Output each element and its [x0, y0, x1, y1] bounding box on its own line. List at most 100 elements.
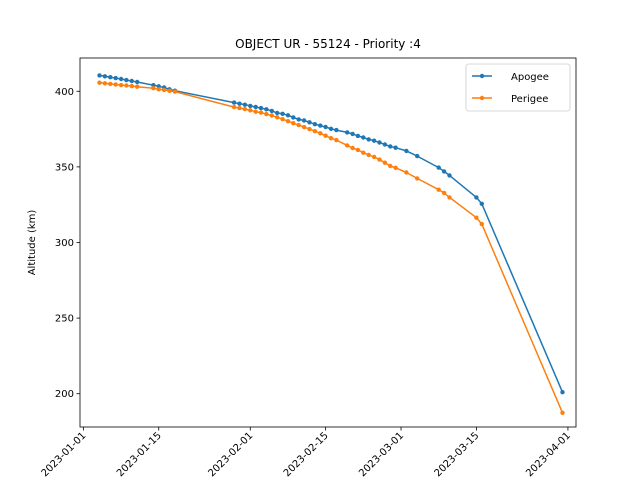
- y-tick-label-400: 400: [55, 87, 74, 98]
- y-tick-label-350: 350: [55, 162, 74, 173]
- legend-apogee-marker: [479, 73, 485, 79]
- perigee-point: [345, 143, 350, 148]
- x-tick-label-2023-03-15: 2023-03-15: [433, 430, 482, 479]
- perigee-point: [135, 84, 140, 89]
- x-tick-label-2023-01-01: 2023-01-01: [40, 430, 89, 479]
- perigee-point: [97, 80, 102, 85]
- apogee-point: [312, 122, 318, 127]
- apogee-point: [371, 138, 377, 143]
- apogee-point: [296, 117, 301, 122]
- perigee-series: [97, 80, 565, 415]
- apogee-point: [97, 73, 102, 78]
- apogee-point: [447, 173, 452, 178]
- apogee-point: [366, 137, 371, 142]
- apogee-point: [415, 153, 420, 159]
- apogee-point: [301, 118, 307, 123]
- perigee-point: [355, 147, 361, 153]
- perigee-point: [474, 215, 479, 220]
- apogee-point: [264, 107, 269, 112]
- apogee-point: [113, 75, 118, 81]
- x-tick-label-2023-04-01: 2023-04-01: [524, 430, 573, 479]
- apogee-point: [124, 77, 129, 83]
- perigee-point: [124, 83, 129, 88]
- perigee-point: [237, 105, 242, 111]
- perigee-point: [393, 165, 398, 170]
- perigee-point: [172, 89, 178, 94]
- legend: Apogee Perigee: [465, 63, 571, 112]
- apogee-point: [231, 100, 237, 105]
- perigee-point: [404, 170, 409, 175]
- apogee-point: [479, 201, 484, 206]
- perigee-point: [231, 104, 237, 110]
- perigee-point: [307, 126, 312, 132]
- y-tick-label-200: 200: [55, 389, 74, 400]
- perigee-point: [264, 111, 269, 117]
- perigee-point: [447, 195, 452, 200]
- apogee-point: [280, 111, 285, 117]
- apogee-point: [334, 127, 339, 133]
- perigee-point: [285, 119, 291, 124]
- apogee-point: [269, 108, 274, 114]
- apogee-point: [135, 79, 140, 85]
- apogee-series: [97, 73, 565, 395]
- x-tick-label-2023-01-15: 2023-01-15: [115, 430, 164, 479]
- apogee-point: [560, 390, 565, 395]
- apogee-point: [441, 169, 447, 174]
- perigee-point: [161, 87, 167, 93]
- perigee-point: [269, 113, 274, 118]
- apogee-point: [318, 123, 323, 128]
- perigee-point: [388, 163, 393, 169]
- perigee-point: [280, 117, 285, 122]
- legend-perigee-marker: [479, 95, 485, 101]
- perigee-point: [108, 81, 113, 87]
- perigee-point: [334, 137, 339, 143]
- perigee-line: [99, 81, 564, 414]
- perigee-point: [366, 152, 371, 158]
- apogee-point: [404, 148, 409, 154]
- apogee-point: [377, 140, 382, 145]
- perigee-point: [102, 81, 108, 86]
- perigee-point: [118, 82, 124, 88]
- apogee-point: [388, 144, 393, 149]
- apogee-point: [253, 104, 258, 110]
- apogee-point: [102, 74, 108, 79]
- perigee-point: [113, 82, 118, 87]
- perigee-point: [242, 106, 248, 112]
- y-tick-label-300: 300: [55, 238, 74, 249]
- perigee-point: [350, 145, 355, 151]
- x-tick-label-2023-02-01: 2023-02-01: [207, 430, 256, 479]
- perigee-point: [156, 87, 161, 92]
- apogee-point: [307, 120, 312, 125]
- apogee-point: [361, 135, 366, 140]
- apogee-point: [242, 102, 248, 107]
- apogee-point: [285, 113, 291, 118]
- y-axis: 200 250 300 350 400: [55, 87, 80, 400]
- perigee-point: [441, 190, 447, 196]
- apogee-point: [118, 76, 124, 82]
- apogee-point: [474, 195, 479, 200]
- perigee-point: [167, 88, 172, 94]
- series-layer: [97, 73, 565, 415]
- perigee-point: [301, 124, 307, 130]
- perigee-point: [296, 122, 301, 128]
- perigee-point: [382, 160, 388, 165]
- apogee-point: [108, 75, 113, 80]
- apogee-point: [237, 101, 242, 106]
- perigee-point: [436, 187, 441, 192]
- perigee-point: [275, 115, 280, 120]
- apogee-line: [99, 74, 564, 393]
- perigee-point: [291, 121, 296, 126]
- chart-title: OBJECT UR - 55124 - Priority :4: [235, 37, 421, 51]
- apogee-point: [323, 124, 328, 130]
- apogee-point: [355, 133, 361, 139]
- perigee-point: [248, 108, 253, 113]
- apogee-point: [436, 165, 441, 170]
- y-tick-label-250: 250: [55, 314, 74, 325]
- perigee-point: [361, 150, 366, 155]
- apogee-point: [328, 126, 334, 131]
- apogee-point: [382, 142, 388, 147]
- apogee-point: [275, 110, 280, 116]
- apogee-point: [345, 130, 350, 135]
- apogee-point: [129, 78, 134, 84]
- legend-apogee-label: Apogee: [511, 72, 549, 83]
